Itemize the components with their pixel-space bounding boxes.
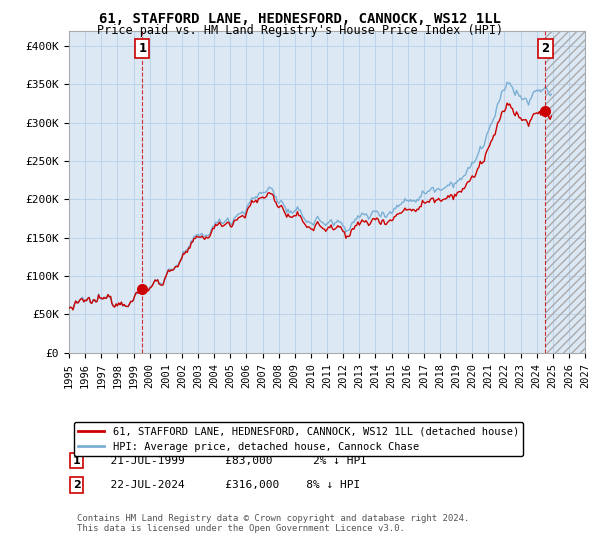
- Text: 1: 1: [139, 42, 146, 55]
- Text: 21-JUL-1999      £83,000      2% ↓ HPI: 21-JUL-1999 £83,000 2% ↓ HPI: [97, 456, 367, 466]
- Text: 22-JUL-2024      £316,000    8% ↓ HPI: 22-JUL-2024 £316,000 8% ↓ HPI: [97, 480, 361, 490]
- Legend: 61, STAFFORD LANE, HEDNESFORD, CANNOCK, WS12 1LL (detached house), HPI: Average : 61, STAFFORD LANE, HEDNESFORD, CANNOCK, …: [74, 422, 523, 456]
- Text: 2: 2: [541, 42, 550, 55]
- Text: 2: 2: [73, 480, 80, 490]
- Bar: [545, 31, 585, 353]
- Text: 61, STAFFORD LANE, HEDNESFORD, CANNOCK, WS12 1LL: 61, STAFFORD LANE, HEDNESFORD, CANNOCK, …: [99, 12, 501, 26]
- Text: Contains HM Land Registry data © Crown copyright and database right 2024.
This d: Contains HM Land Registry data © Crown c…: [77, 514, 469, 533]
- Text: Price paid vs. HM Land Registry's House Price Index (HPI): Price paid vs. HM Land Registry's House …: [97, 24, 503, 36]
- Text: 1: 1: [73, 456, 80, 466]
